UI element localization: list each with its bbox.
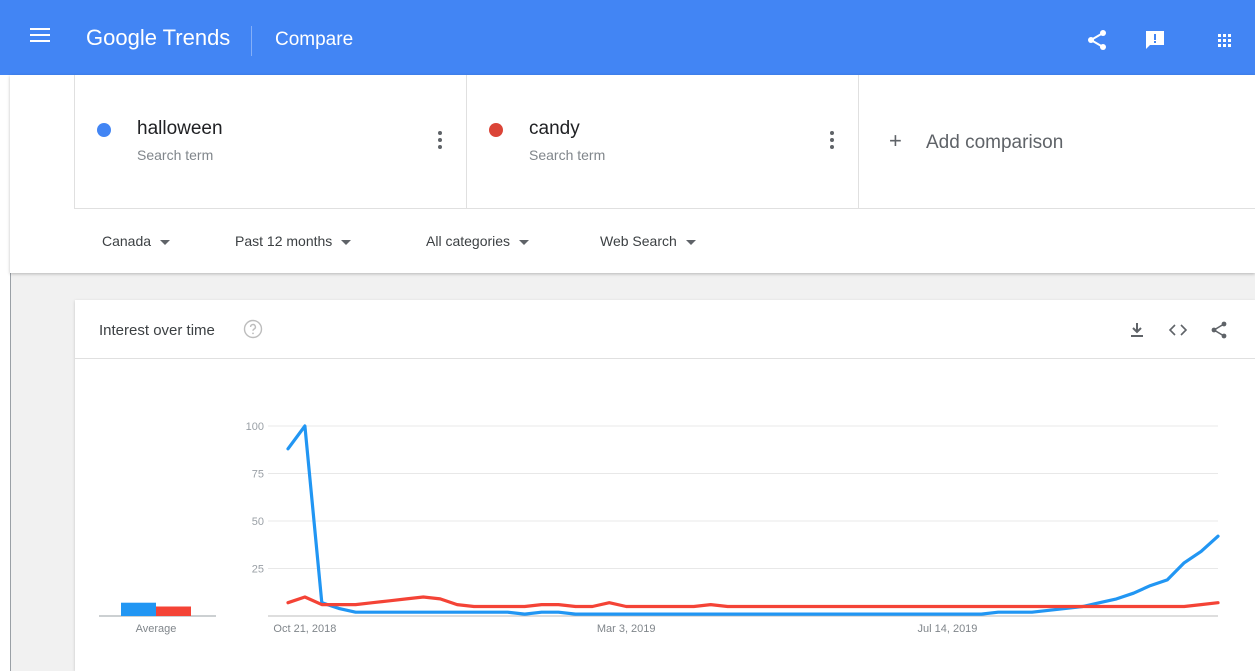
search-property-dropdown[interactable]: Web Search (600, 233, 696, 249)
chevron-down-icon (341, 239, 352, 245)
search-property-value: Web Search (600, 233, 677, 249)
search-term-halloween[interactable]: halloween Search term (74, 75, 466, 209)
top-app-bar: Google Trends Compare (0, 0, 1255, 75)
search-term-candy[interactable]: candy Search term (466, 75, 858, 209)
term-name: halloween (137, 118, 223, 139)
filter-bar: Canada Past 12 months All categories Web… (10, 208, 1255, 273)
apps-grid-icon[interactable] (1212, 28, 1236, 52)
share-icon[interactable] (1085, 28, 1109, 52)
y-tick-label: 75 (252, 469, 264, 481)
chevron-down-icon (519, 239, 530, 245)
app-brand[interactable]: Google Trends (86, 25, 231, 50)
term-color-dot (97, 123, 111, 137)
average-bar-candy (156, 606, 191, 616)
download-icon[interactable] (1127, 320, 1147, 340)
chevron-down-icon (685, 239, 696, 245)
y-tick-label: 25 (252, 564, 264, 576)
region-value: Canada (102, 233, 152, 249)
page-title: Compare (275, 29, 354, 50)
x-tick-label: Mar 3, 2019 (597, 623, 656, 635)
region-dropdown[interactable]: Canada (102, 233, 171, 249)
chevron-down-icon (160, 239, 171, 245)
embed-code-icon[interactable] (1168, 320, 1188, 340)
more-options-icon[interactable] (438, 131, 442, 152)
add-comparison-label: Add comparison (926, 132, 1064, 153)
series-line-halloween (286, 424, 1220, 616)
plus-icon: + (889, 128, 902, 153)
term-subtitle: Search term (137, 147, 214, 163)
share-icon[interactable] (1209, 320, 1229, 340)
x-tick-label: Jul 14, 2019 (917, 623, 977, 635)
comparison-card: halloween Search term candy Search term … (10, 75, 1255, 273)
average-bar-halloween (121, 602, 156, 616)
time-range-dropdown[interactable]: Past 12 months (235, 233, 352, 249)
hamburger-menu-icon[interactable] (30, 28, 50, 44)
term-name: candy (529, 118, 580, 139)
feedback-icon[interactable] (1143, 28, 1167, 52)
term-color-dot (489, 123, 503, 137)
term-subtitle: Search term (529, 147, 606, 163)
chart-card-header: Interest over time (75, 300, 1255, 359)
x-tick-label: Oct 21, 2018 (273, 623, 336, 635)
category-value: All categories (426, 233, 511, 249)
left-edge-strip (0, 0, 11, 671)
interest-over-time-chart: 100 75 50 25 Oct 21, 2018 Mar 3, 2019 Jul 14, … (99, 421, 1220, 635)
more-options-icon[interactable] (830, 131, 834, 152)
y-tick-label: 100 (246, 421, 264, 433)
series-line-candy (286, 595, 1220, 609)
time-range-value: Past 12 months (235, 233, 333, 249)
category-dropdown[interactable]: All categories (426, 233, 530, 249)
add-comparison-button[interactable]: + Add comparison (858, 75, 1255, 209)
interest-over-time-card: Interest over time 100 75 50 25 Oct 21, 2018… (75, 300, 1255, 671)
help-circle-icon[interactable] (243, 319, 263, 339)
chart-card-title: Interest over time (99, 322, 215, 339)
y-tick-label: 50 (252, 516, 264, 528)
average-label: Average (136, 623, 177, 635)
brand-divider (251, 26, 252, 56)
